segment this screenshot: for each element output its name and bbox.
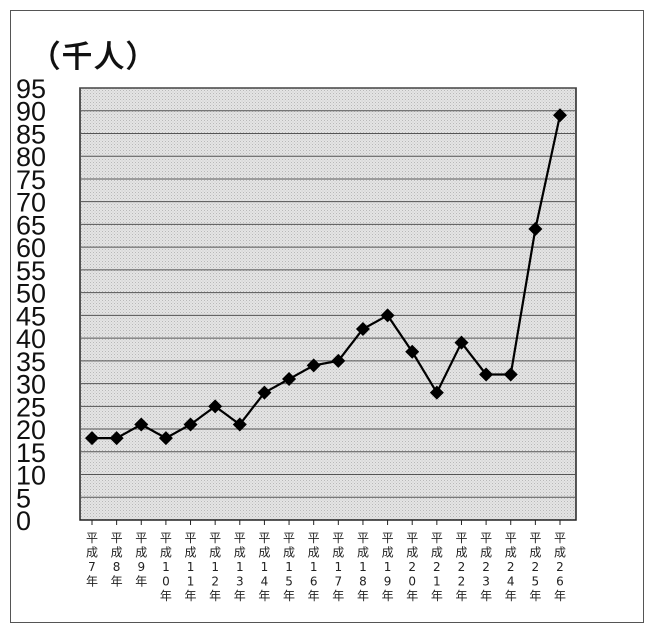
y-tick-label: 35: [16, 347, 46, 377]
data-point: [158, 431, 173, 446]
data-point: [355, 322, 370, 337]
y-tick-label: 55: [16, 256, 46, 286]
x-tick-label: 平成 1 1 年: [185, 531, 197, 603]
data-point: [429, 385, 444, 400]
x-tick-label: 平成 2 4 年: [505, 531, 517, 603]
data-point: [306, 358, 321, 373]
y-tick-label: 50: [16, 279, 46, 309]
x-tick-label: 平成 2 2 年: [455, 531, 467, 603]
data-point: [553, 108, 567, 123]
x-tick-label: 平成 1 5 年: [283, 531, 295, 603]
y-tick-label: 15: [16, 438, 46, 468]
y-tick-label: 25: [16, 392, 46, 422]
x-tick-label: 平成 1 9 年: [382, 531, 394, 603]
x-tick-label: 平成 1 4 年: [258, 531, 270, 603]
y-tick-label: 20: [16, 415, 46, 445]
y-tick-label: 75: [16, 165, 46, 195]
y-tick-label: 40: [16, 324, 46, 354]
data-point: [479, 367, 494, 382]
y-tick-label: 5: [16, 483, 31, 513]
x-tick-label: 平成 1 7 年: [332, 531, 344, 603]
data-point: [331, 353, 346, 368]
y-tick-label: 85: [16, 119, 46, 149]
data-point: [183, 417, 198, 432]
data-point: [208, 399, 223, 414]
x-tick-label: 平成 1 6 年: [308, 531, 320, 603]
plot-area: [79, 87, 577, 521]
y-tick-label: 45: [16, 301, 46, 331]
x-tick-label: 平成 7 年: [86, 531, 98, 589]
data-point: [257, 385, 272, 400]
y-tick-label: 30: [16, 370, 46, 400]
y-tick-label: 60: [16, 233, 46, 263]
x-tick-label: 平成 2 3 年: [480, 531, 492, 603]
x-tick-label: 平成 2 0 年: [406, 531, 418, 603]
data-point: [134, 417, 149, 432]
data-point: [85, 431, 99, 446]
x-tick-label: 平成 1 8 年: [357, 531, 369, 603]
y-tick-label: 70: [16, 188, 46, 218]
data-point: [528, 221, 543, 236]
x-tick-label: 平成 1 0 年: [160, 531, 172, 603]
x-tick-label: 平成 2 6 年: [554, 531, 566, 603]
data-point: [380, 308, 395, 323]
y-tick-label: 90: [16, 97, 46, 127]
y-tick-label: 65: [16, 210, 46, 240]
unit-label: （千人）: [30, 40, 158, 75]
y-tick-label: 95: [16, 74, 46, 104]
x-tick-label: 平成 9 年: [135, 531, 147, 589]
data-point: [232, 417, 247, 432]
y-tick-label: 80: [16, 142, 46, 172]
series-group: [85, 108, 567, 446]
x-tick-label: 平成 2 1 年: [431, 531, 443, 603]
data-point: [282, 372, 297, 387]
x-tick-label: 平成 8 年: [111, 531, 123, 589]
x-axis-ticks: 平成 7 年 平成 8 年平成 9 年 平成 1 0 年 平成 1 1 年平成 1 2 年 平成 1 3 年平成 1 4 年 平成 1…: [86, 520, 566, 603]
data-point: [454, 335, 469, 350]
data-point: [503, 367, 518, 382]
y-tick-label: 10: [16, 461, 46, 491]
x-tick-label: 平成 2 5 年: [529, 531, 541, 603]
grid-lines: [80, 87, 576, 498]
x-tick-label: 平成 1 2 年: [209, 531, 221, 603]
data-point: [405, 344, 420, 359]
y-tick-label: 0: [16, 506, 31, 536]
data-point: [109, 431, 124, 446]
x-tick-label: 平成 1 3 年: [234, 531, 246, 603]
